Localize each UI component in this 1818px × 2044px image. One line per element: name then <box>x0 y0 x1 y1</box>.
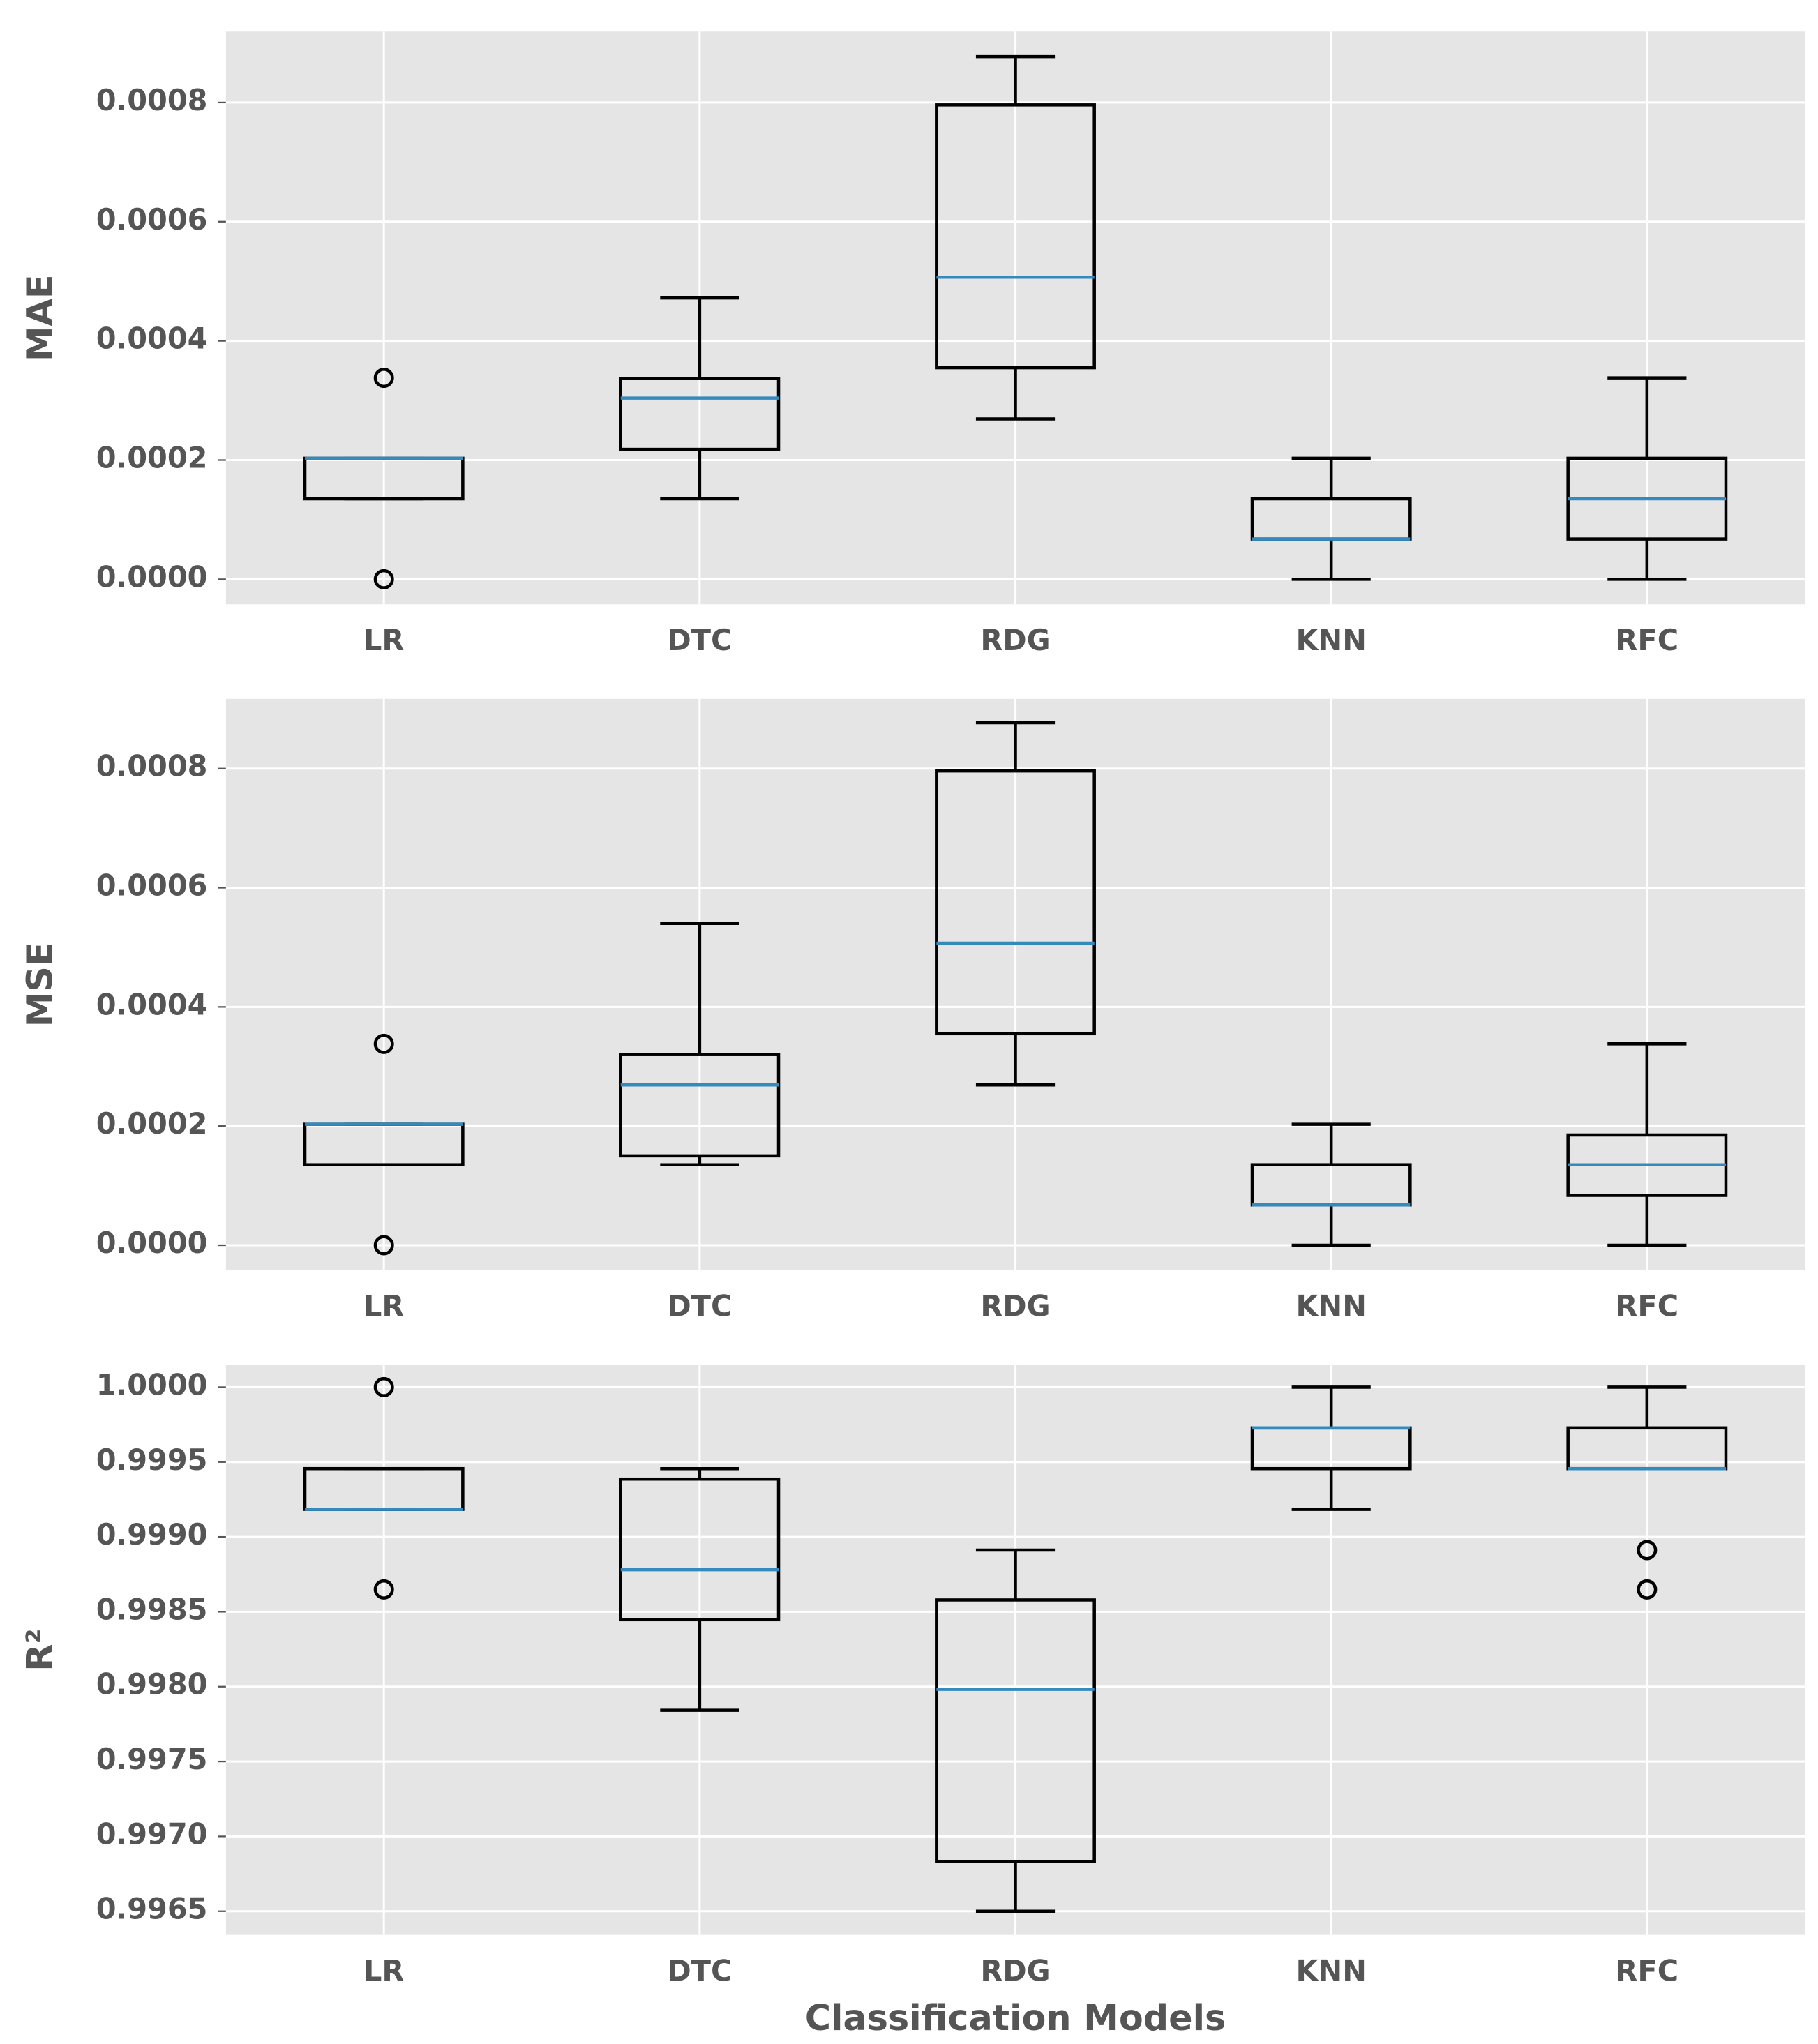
x-tick-label: DTC <box>667 1954 732 1987</box>
x-tick-label: KNN <box>1295 1954 1366 1987</box>
x-tick-label: LR <box>363 624 404 657</box>
y-tick-label: 0.0006 <box>96 869 208 903</box>
x-tick-label: KNN <box>1295 624 1366 657</box>
box <box>619 377 781 451</box>
y-tick-label: 0.9970 <box>96 1817 208 1851</box>
x-tick-label: RFC <box>1616 1954 1679 1987</box>
y-tick-label: 0.9985 <box>96 1593 208 1626</box>
y-axis-label: MAE <box>19 274 60 361</box>
box <box>935 1598 1096 1863</box>
y-axis-label: MSE <box>19 942 60 1027</box>
x-tick-label: LR <box>363 1289 404 1323</box>
flier <box>373 1579 394 1600</box>
flier <box>373 368 394 389</box>
y-tick-label: 0.0004 <box>96 322 208 356</box>
flier <box>373 1033 394 1054</box>
y-tick-label: 0.9980 <box>96 1668 208 1701</box>
y-tick-label: 0.0002 <box>96 1107 208 1141</box>
x-tick-label: LR <box>363 1954 404 1987</box>
y-tick-label: 0.0004 <box>96 988 208 1021</box>
flier <box>373 569 394 589</box>
flier <box>1637 1579 1658 1600</box>
x-tick-label: KNN <box>1295 1289 1366 1323</box>
y-tick-label: 0.0002 <box>96 441 208 474</box>
y-tick-label: 0.0000 <box>96 1226 208 1260</box>
x-tick-label: RFC <box>1616 624 1679 657</box>
flier <box>373 1235 394 1256</box>
x-tick-label: DTC <box>667 624 732 657</box>
flier <box>373 1376 394 1397</box>
box <box>619 1477 781 1622</box>
y-tick-label: 0.0008 <box>96 750 208 783</box>
x-tick-label: RFC <box>1616 1289 1679 1323</box>
y-axis-label: R² <box>19 1628 60 1671</box>
y-tick-label: 0.9995 <box>96 1443 208 1477</box>
y-tick-label: 1.0000 <box>96 1368 208 1402</box>
y-tick-label: 0.9975 <box>96 1743 208 1776</box>
x-axis-label: Classification Models <box>805 1997 1226 2038</box>
y-tick-label: 0.0000 <box>96 560 208 594</box>
x-tick-label: DTC <box>667 1289 732 1323</box>
box <box>619 1053 781 1158</box>
x-tick-label: RDG <box>980 1289 1050 1323</box>
y-tick-label: 0.0008 <box>96 84 208 117</box>
y-tick-label: 0.9965 <box>96 1893 208 1926</box>
flier <box>1637 1540 1658 1561</box>
y-tick-label: 0.0006 <box>96 203 208 236</box>
box <box>935 769 1096 1036</box>
x-tick-label: RDG <box>980 624 1050 657</box>
y-tick-label: 0.9990 <box>96 1518 208 1551</box>
x-tick-label: RDG <box>980 1954 1050 1987</box>
box <box>935 103 1096 370</box>
